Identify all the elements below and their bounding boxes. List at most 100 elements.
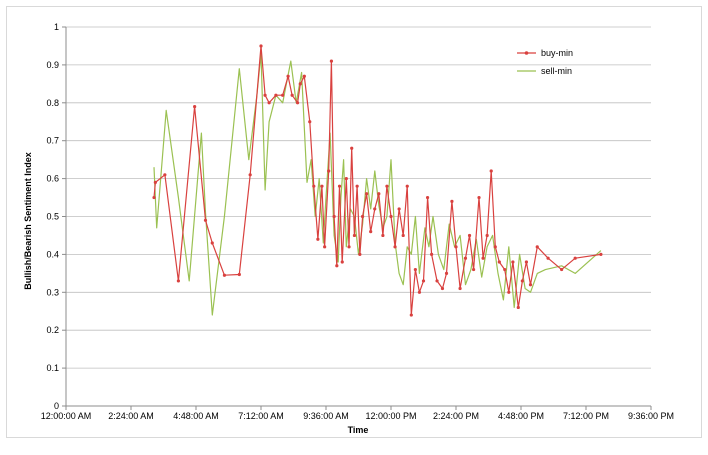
- y-tick-label: 0.4: [46, 249, 59, 259]
- x-tick-label: 9:36:00 PM: [628, 411, 674, 421]
- data-point-buy-min: [377, 192, 381, 196]
- x-axis-label: Time: [348, 425, 369, 435]
- data-point-buy-min: [409, 313, 413, 317]
- x-tick-label: 12:00:00 PM: [365, 411, 416, 421]
- data-point-buy-min: [467, 233, 472, 238]
- data-point-buy-min: [489, 169, 493, 173]
- data-point-buy-min: [274, 93, 278, 97]
- x-tick-label: 7:12:00 PM: [563, 411, 609, 421]
- data-point-buy-min: [316, 237, 320, 241]
- axes: [62, 26, 652, 410]
- data-point-buy-min: [511, 260, 515, 264]
- series-line-sell-min: [153, 52, 602, 316]
- data-point-buy-min: [417, 290, 422, 294]
- data-point-buy-min: [308, 120, 312, 124]
- data-point-buy-min: [401, 233, 405, 238]
- data-point-buy-min: [373, 207, 377, 211]
- data-point-buy-min: [393, 245, 397, 249]
- data-point-buy-min: [405, 184, 409, 188]
- legend-label-buy-min: buy-min: [541, 48, 573, 58]
- data-point-buy-min: [193, 104, 197, 109]
- data-point-buy-min: [381, 233, 385, 238]
- data-point-buy-min: [302, 74, 306, 78]
- y-tick-label: 0.8: [46, 98, 59, 108]
- y-tick-label: 0.6: [46, 174, 59, 184]
- data-point-buy-min: [369, 230, 373, 234]
- data-point-buy-min: [347, 245, 351, 249]
- series-lines: [152, 44, 603, 317]
- data-point-buy-min: [472, 267, 476, 272]
- x-tick-labels: 12:00:00 AM 2:24:00 AM 4:48:00 AM 7:12:00 A…: [41, 411, 674, 421]
- data-point-buy-min: [573, 256, 577, 260]
- series-line-buy-min: [153, 45, 601, 316]
- data-point-buy-min: [397, 207, 401, 211]
- data-point-buy-min: [520, 279, 524, 283]
- legend-item-sell-min: sell-min: [517, 66, 572, 76]
- data-point-buy-min: [320, 184, 324, 188]
- data-point-buy-min: [493, 245, 497, 249]
- data-point-buy-min: [337, 184, 342, 188]
- series-sell-min: [153, 52, 602, 316]
- data-point-buy-min: [454, 245, 458, 249]
- y-axis-label: Bullish/Bearish Sentiment Index: [23, 152, 33, 290]
- data-point-buy-min: [485, 233, 489, 238]
- data-point-buy-min: [259, 44, 263, 48]
- data-point-buy-min: [248, 173, 252, 177]
- data-point-buy-min: [389, 214, 393, 219]
- data-point-buy-min: [528, 283, 533, 287]
- y-tick-label: 0.3: [46, 287, 59, 297]
- data-point-buy-min: [344, 177, 348, 181]
- y-tick-label: 0.7: [46, 136, 59, 146]
- data-point-buy-min: [497, 260, 501, 264]
- data-point-buy-min: [153, 180, 157, 184]
- data-point-buy-min: [516, 305, 520, 310]
- x-tick-label: 4:48:00 PM: [498, 411, 544, 421]
- y-tick-labels: 0 0.1 0.2 0.3 0.4 0.5 0.6 0.7 0.8 0.9 1: [46, 22, 59, 411]
- data-point-buy-min: [503, 267, 507, 272]
- data-point-buy-min: [350, 146, 354, 150]
- data-point-buy-min: [152, 195, 156, 200]
- data-point-buy-min: [599, 252, 603, 256]
- data-point-buy-min: [535, 245, 539, 249]
- y-tick-label: 0.9: [46, 60, 59, 70]
- data-point-buy-min: [298, 82, 302, 86]
- x-tick-label: 4:48:00 AM: [173, 411, 219, 421]
- x-tick-label: 2:24:00 PM: [433, 411, 479, 421]
- legend-item-buy-min: buy-min: [517, 48, 573, 58]
- data-point-buy-min: [413, 267, 417, 272]
- data-point-buy-min: [365, 192, 369, 196]
- data-point-buy-min: [210, 241, 214, 245]
- legend-label-sell-min: sell-min: [541, 66, 572, 76]
- data-point-buy-min: [237, 272, 241, 277]
- data-point-buy-min: [358, 252, 362, 256]
- data-point-buy-min: [176, 279, 180, 283]
- data-point-buy-min: [440, 286, 445, 291]
- data-point-buy-min: [477, 195, 481, 200]
- data-point-buy-min: [481, 256, 485, 260]
- data-point-buy-min: [524, 260, 529, 264]
- series-buy-min: [152, 44, 603, 317]
- legend: buy-min sell-min: [517, 48, 573, 76]
- data-point-buy-min: [290, 93, 294, 97]
- data-point-buy-min: [546, 256, 550, 260]
- data-point-buy-min: [295, 101, 300, 105]
- data-point-buy-min: [352, 233, 357, 238]
- x-tick-label: 9:36:00 AM: [303, 411, 349, 421]
- data-point-buy-min: [444, 271, 449, 275]
- y-tick-label: 0.2: [46, 325, 59, 335]
- y-tick-label: 1: [54, 22, 59, 32]
- x-tick-label: 12:00:00 AM: [41, 411, 92, 421]
- x-tick-label: 7:12:00 AM: [238, 411, 284, 421]
- y-tick-label: 0: [54, 401, 59, 411]
- legend-marker-buy-min: [524, 51, 529, 55]
- data-point-buy-min: [425, 195, 430, 200]
- data-point-buy-min: [327, 169, 331, 173]
- data-point-buy-min: [435, 279, 439, 283]
- x-tick-label: 2:24:00 AM: [108, 411, 154, 421]
- data-point-buy-min: [281, 93, 285, 97]
- data-point-buy-min: [458, 286, 462, 291]
- data-point-buy-min: [329, 59, 334, 63]
- chart-frame: [6, 6, 702, 438]
- data-point-buy-min: [355, 184, 359, 188]
